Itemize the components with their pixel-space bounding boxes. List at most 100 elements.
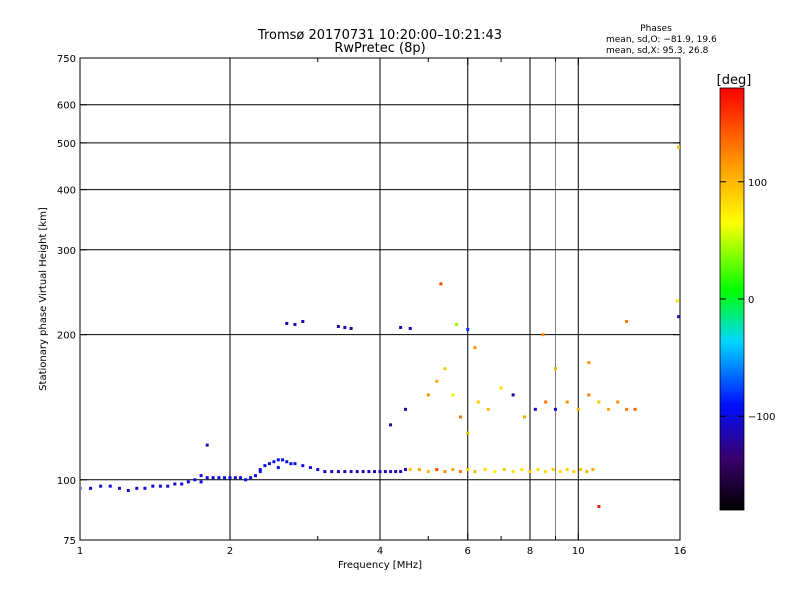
- data-point-o: [228, 476, 232, 480]
- data-point-x: [458, 415, 462, 419]
- x-tick-label: 2: [227, 546, 233, 557]
- axes: 1 2 4 6 8 10 16 75 100 200 300 400 500 600 750: [57, 54, 686, 557]
- data-point-x: [466, 468, 470, 472]
- data-point-x: [523, 415, 527, 419]
- data-point-x: [435, 379, 439, 383]
- data-point-o: [399, 470, 403, 474]
- data-point-o: [253, 474, 257, 478]
- data-point-o: [223, 476, 227, 480]
- data-point-o: [301, 464, 305, 468]
- data-point-x: [443, 367, 447, 371]
- data-point-o: [126, 489, 130, 493]
- chart-subtitle: RwPretec (8p): [334, 41, 425, 56]
- phase-stats-x: mean, sd,X: 95.3, 26.8: [606, 46, 709, 56]
- data-point-o: [408, 326, 412, 330]
- data-point-o: [143, 486, 147, 490]
- data-point-o: [285, 321, 289, 325]
- data-point-x: [466, 431, 470, 435]
- data-point-o: [367, 470, 371, 474]
- data-point-x: [455, 322, 459, 326]
- data-point-x: [677, 315, 680, 319]
- data-point-x: [633, 407, 637, 411]
- data-point-x: [458, 470, 462, 474]
- data-point-x: [443, 470, 447, 474]
- data-point-x: [597, 505, 601, 509]
- y-tick-label: 200: [57, 331, 76, 342]
- data-point-o: [233, 476, 237, 480]
- chart-title: Tromsø 20170731 10:20:00–10:21:43: [257, 28, 502, 43]
- data-point-x: [585, 470, 589, 474]
- data-point-x: [572, 470, 576, 474]
- data-point-o: [343, 470, 347, 474]
- data-point-o: [205, 443, 209, 447]
- data-point-o: [349, 470, 353, 474]
- data-point-x: [541, 333, 545, 337]
- data-point-o: [199, 474, 203, 478]
- colorbar-tick-label: −100: [748, 412, 775, 423]
- data-point-o: [135, 486, 139, 490]
- data-point-o: [166, 484, 170, 488]
- data-points: [81, 145, 680, 509]
- y-tick-label: 500: [57, 139, 76, 150]
- data-point-o: [272, 460, 276, 464]
- data-point-x: [576, 407, 580, 411]
- data-point-o: [355, 470, 359, 474]
- data-point-o: [373, 470, 377, 474]
- data-point-o: [258, 470, 262, 474]
- data-point-x: [544, 470, 548, 474]
- data-point-o: [217, 476, 221, 480]
- data-point-o: [99, 484, 103, 488]
- data-point-o: [108, 484, 112, 488]
- data-point-o: [211, 476, 215, 480]
- data-point-x: [533, 407, 537, 411]
- data-point-x: [486, 407, 490, 411]
- data-point-o: [293, 322, 297, 326]
- data-point-o: [343, 325, 347, 329]
- y-tick-label: 400: [57, 186, 76, 197]
- data-point-x: [553, 367, 557, 371]
- data-point-o: [193, 478, 197, 482]
- x-tick-label: 4: [377, 546, 383, 557]
- data-point-x: [511, 393, 515, 397]
- colorbar-tick-label: 100: [748, 178, 767, 189]
- phase-stats-title: Phases: [640, 24, 672, 34]
- grid-lines: [80, 58, 680, 540]
- data-point-o: [293, 462, 297, 466]
- data-point-x: [451, 393, 455, 397]
- data-point-o: [336, 470, 340, 474]
- data-point-x: [451, 468, 455, 472]
- y-tick-label: 75: [63, 536, 76, 547]
- data-point-x: [553, 407, 557, 411]
- y-tick-label: 300: [57, 246, 76, 257]
- data-point-o: [361, 470, 365, 474]
- data-point-x: [473, 470, 477, 474]
- data-point-o: [199, 480, 203, 484]
- data-point-x: [499, 386, 503, 390]
- data-point-x: [625, 320, 629, 324]
- colorbar-ticks: 100 0 −100: [720, 178, 775, 423]
- data-point-o: [330, 470, 334, 474]
- data-point-o: [403, 468, 407, 472]
- data-point-x: [551, 468, 555, 472]
- data-point-x: [528, 470, 532, 474]
- data-point-x: [476, 400, 480, 404]
- data-point-x: [675, 299, 679, 303]
- data-point-o: [180, 482, 184, 486]
- x-axis-label: Frequency [MHz]: [338, 560, 422, 571]
- data-point-o: [258, 468, 262, 472]
- data-point-o: [117, 486, 121, 490]
- y-tick-label: 600: [57, 101, 76, 112]
- data-point-o: [89, 486, 93, 490]
- x-tick-label: 10: [572, 546, 585, 557]
- data-point-x: [597, 400, 601, 404]
- data-point-o: [263, 464, 267, 468]
- data-point-o: [81, 486, 82, 490]
- data-point-x: [493, 470, 497, 474]
- data-point-o: [378, 470, 382, 474]
- data-point-x: [558, 470, 562, 474]
- data-point-x: [536, 468, 540, 472]
- data-point-x: [565, 468, 569, 472]
- data-point-x: [565, 400, 569, 404]
- data-point-o: [276, 458, 280, 462]
- data-point-o: [186, 480, 190, 484]
